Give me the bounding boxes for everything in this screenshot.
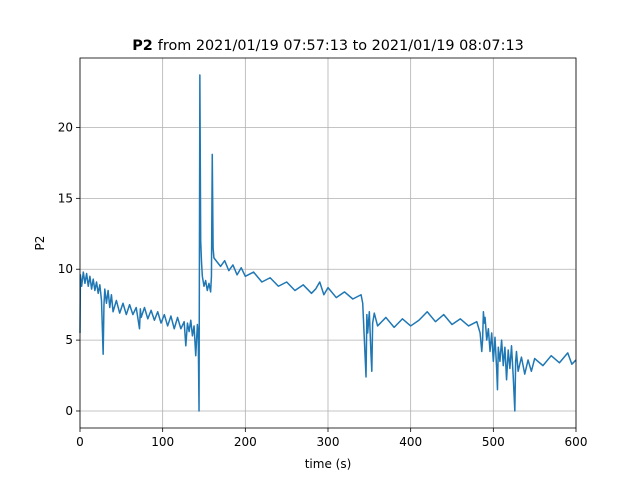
x-tick-label: 500 bbox=[482, 435, 505, 449]
title-text: from 2021/01/19 07:57:13 to 2021/01/19 0… bbox=[158, 38, 524, 54]
x-axis-label: time (s) bbox=[305, 457, 352, 471]
y-tick-label: 10 bbox=[58, 262, 73, 276]
y-axis-label: P2 bbox=[33, 236, 47, 251]
x-tick-label: 300 bbox=[317, 435, 340, 449]
x-tick-label: 100 bbox=[151, 435, 174, 449]
chart-title: P2 from 2021/01/19 07:57:13 to 2021/01/19… bbox=[132, 38, 524, 54]
plot-frame bbox=[79, 57, 577, 429]
y-tick-label: 15 bbox=[58, 191, 73, 205]
x-tick-label: 600 bbox=[565, 435, 588, 449]
x-tick-label: 0 bbox=[76, 435, 84, 449]
y-tick-label: 5 bbox=[65, 333, 73, 347]
y-tick-label: 20 bbox=[58, 120, 73, 134]
data-line bbox=[79, 74, 577, 412]
x-tick-label: 200 bbox=[234, 435, 257, 449]
y-tick-label: 0 bbox=[65, 404, 73, 418]
title-bold: P2 bbox=[132, 38, 153, 54]
x-tick-label: 400 bbox=[399, 435, 422, 449]
